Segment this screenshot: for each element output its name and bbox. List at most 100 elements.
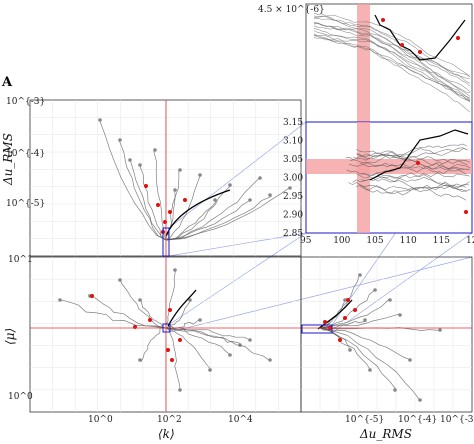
trajectory-end-point xyxy=(358,273,362,277)
inset-bottom-curve xyxy=(345,157,468,173)
trajectory-line xyxy=(319,327,397,391)
inset-bottom-curve xyxy=(348,182,467,201)
red-marker xyxy=(323,320,327,324)
inset-bottom-curve xyxy=(360,163,471,177)
red-marker xyxy=(464,210,468,214)
inset-top-curve xyxy=(313,33,471,102)
trajectory-end-point xyxy=(98,118,102,122)
trajectory-line xyxy=(165,200,217,241)
trajectory-line xyxy=(165,200,249,241)
trajectory-end-point xyxy=(363,318,367,322)
inset-top-curves xyxy=(313,12,471,113)
tl-ytick-1: 10^{-3} xyxy=(6,97,45,107)
ib-ytick: 3.10 xyxy=(283,137,303,147)
trajectory-end-point xyxy=(268,358,272,362)
trajectory-line xyxy=(165,171,180,241)
br-xtick-2: 10^{-4} xyxy=(398,415,437,425)
bl-xtick-1: 10^0 xyxy=(88,415,113,425)
red-marker xyxy=(148,318,152,322)
inset-bottom-frame xyxy=(305,121,473,234)
panel-top-left-curves xyxy=(98,118,292,241)
trajectory-line xyxy=(319,273,361,329)
trajectory-end-point xyxy=(343,298,347,302)
trajectory-line xyxy=(165,177,260,241)
red-marker xyxy=(144,184,148,188)
trajectory-line xyxy=(140,327,167,363)
trajectory-line xyxy=(165,191,176,241)
ib-ytick: 2.90 xyxy=(283,211,303,221)
zoom-connector xyxy=(169,256,473,333)
trajectory-end-point xyxy=(198,173,202,177)
trajectory-end-point xyxy=(138,358,142,362)
trajectory-line xyxy=(129,158,167,241)
red-marker xyxy=(456,36,460,40)
inset-bottom-curves xyxy=(345,129,471,214)
panel-letter: A xyxy=(1,75,13,90)
trajectory-line xyxy=(119,279,167,329)
panel-top-left-zoom-box xyxy=(162,227,170,257)
trajectory-line xyxy=(165,327,252,342)
bl-ytick-2: 10^0 xyxy=(8,392,33,402)
ib-xtick: 95 xyxy=(300,236,312,246)
ib-ytick: 3.15 xyxy=(283,118,303,128)
bl-ylabel: ⟨μ⟩ xyxy=(3,328,17,345)
tl-ytick-2: 10^{-4} xyxy=(6,149,45,159)
ib-xtick: 115 xyxy=(433,236,450,246)
inset-bottom-curve xyxy=(349,147,467,167)
red-marker xyxy=(343,316,347,320)
inset-top-curve xyxy=(313,37,471,101)
trajectory-line xyxy=(165,196,272,241)
trajectory-end-point xyxy=(138,163,142,167)
trajectory-end-point xyxy=(128,158,132,162)
red-marker xyxy=(183,198,187,202)
trajectory-end-point xyxy=(173,268,177,272)
panel-top-left-grid xyxy=(30,100,301,256)
inset-top-curve xyxy=(313,34,471,113)
trajectory-end-point xyxy=(153,148,157,152)
bl-xlabel: ⟨k⟩ xyxy=(158,427,175,441)
zoom-connector xyxy=(168,121,307,229)
trajectory-end-point xyxy=(58,298,62,302)
trajectory-line xyxy=(319,327,410,360)
trajectory-line xyxy=(165,298,191,329)
red-marker xyxy=(156,203,160,207)
inset-bottom-curve xyxy=(352,153,467,175)
red-marker xyxy=(418,50,422,54)
inset-top-curve xyxy=(313,30,471,102)
trajectory-end-point xyxy=(118,278,122,282)
red-marker xyxy=(168,308,172,312)
inset-top-curve xyxy=(314,35,471,99)
zoom-connector xyxy=(331,232,473,334)
trajectory-line xyxy=(319,299,389,329)
ib-xtick: 105 xyxy=(366,236,383,246)
trajectory-line xyxy=(140,299,167,329)
zoom-connector xyxy=(169,232,307,325)
red-marker xyxy=(346,298,350,302)
ib-xtick: 110 xyxy=(400,236,417,246)
panel-bottom-right: 10^{-5} 10^{-4} 10^{-3} Δu_RMS xyxy=(300,256,474,441)
highlight-curve xyxy=(317,299,353,330)
panel-top-left: 10^{-3} 10^{-4} 10^{-5} Δu_RMS xyxy=(1,97,302,257)
trajectory-end-point xyxy=(398,313,402,317)
trajectory-end-point xyxy=(228,183,232,187)
trajectory-end-point xyxy=(373,288,377,292)
trajectory-end-point xyxy=(418,398,422,402)
zoom-connector xyxy=(168,232,307,257)
tl-ytick-3: 10^{-5} xyxy=(6,199,45,209)
trajectory-end-point xyxy=(258,176,262,180)
inset-top-curve xyxy=(313,25,471,92)
red-marker xyxy=(170,358,174,362)
trajectory-line xyxy=(165,174,201,241)
ib-xtick: 100 xyxy=(333,236,350,246)
inset-bottom-curve xyxy=(359,183,470,191)
red-marker xyxy=(166,348,170,352)
trajectory-end-point xyxy=(118,138,122,142)
trajectory-end-point xyxy=(188,298,192,302)
highlight-curve xyxy=(167,289,197,327)
trajectory-end-point xyxy=(178,388,182,392)
trajectory-line xyxy=(165,268,177,329)
red-marker xyxy=(178,338,182,342)
panel-bottom-right-curves xyxy=(317,273,442,402)
inset-top-curve xyxy=(313,17,471,80)
